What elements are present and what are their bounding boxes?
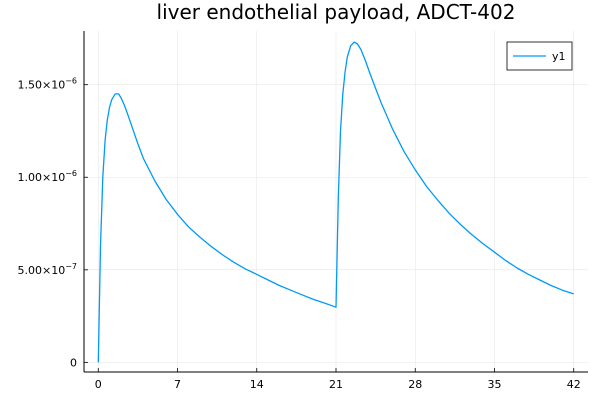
x-tick-label: 35 (487, 378, 501, 391)
y-tick-label: 1.00×10−6 (17, 169, 77, 184)
grid-layer (84, 31, 588, 372)
x-tick-label: 28 (408, 378, 422, 391)
legend: y1 (506, 41, 573, 71)
y-tick-label: 1.50×10−6 (17, 77, 77, 92)
x-tick-label: 0 (95, 378, 102, 391)
x-tick-label: 7 (174, 378, 181, 391)
series-line-y1 (97, 41, 574, 363)
ticks-layer: 0 7 14 21 28 35 42 0 5.00×10−7 1.00×10−6 1.50×10−6 (17, 77, 580, 391)
y-tick-label: 0 (70, 356, 77, 369)
x-tick-label: 42 (567, 378, 581, 391)
x-tick-label: 21 (329, 378, 343, 391)
series-layer (97, 41, 574, 363)
y-tick-label: 5.00×10−7 (17, 262, 77, 277)
chart-title: liver endothelial payload, ADCT-402 (157, 0, 516, 24)
legend-label-y1: y1 (552, 50, 566, 63)
x-tick-label: 14 (250, 378, 264, 391)
